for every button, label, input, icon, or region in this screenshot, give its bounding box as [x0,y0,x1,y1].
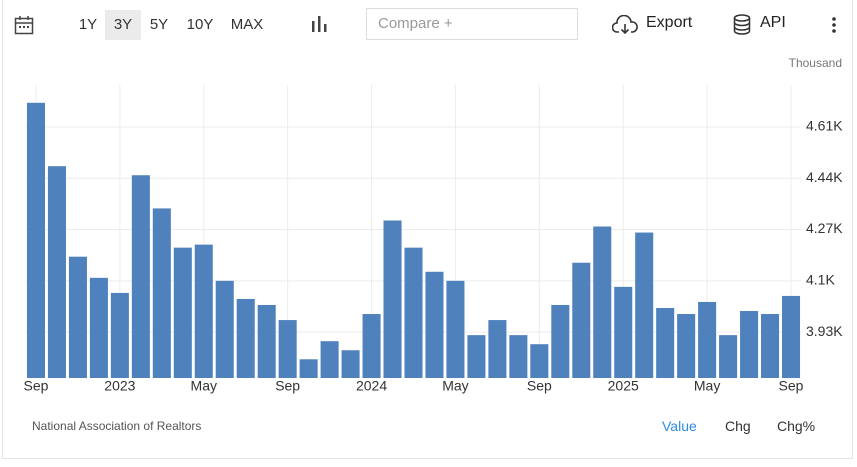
x-tick-label: Sep [275,378,300,394]
bar [656,307,675,378]
x-tick-label: May [694,378,720,394]
range-button[interactable]: 3Y [105,10,141,40]
x-tick-label: Sep [24,378,49,394]
bar [215,280,234,378]
bar [152,208,171,378]
x-tick-label: May [191,378,217,394]
x-tick-label: May [442,378,468,394]
bar [89,277,108,378]
y-tick-label: 4.44K [806,169,843,185]
tab[interactable]: Chg [725,418,751,434]
bar [173,247,192,378]
bar [341,350,360,378]
range-button[interactable]: 10Y [186,16,214,33]
y-tick-label: 4.61K [806,118,843,134]
bar [47,166,66,378]
bar [530,344,549,378]
api-button[interactable]: API [760,14,786,31]
tab[interactable]: Value [662,418,697,434]
bar [257,304,276,378]
range-button[interactable]: MAX [230,16,264,33]
panel [2,0,853,459]
x-tick-label: 2025 [608,378,639,394]
more-icon[interactable] [830,16,838,34]
bar [446,280,465,378]
api-icon[interactable] [732,14,752,36]
bar [740,311,759,378]
bar [572,262,591,378]
bar [362,314,381,378]
tab[interactable]: Chg% [777,418,816,434]
bar [236,298,255,378]
bar [68,256,87,378]
x-tick-label: Sep [527,378,552,394]
bar [320,341,339,378]
bar [278,320,297,378]
source: National Association of Realtors [32,419,202,433]
export-button[interactable]: Export [646,14,693,31]
bar [467,335,486,378]
bar [299,359,318,378]
unit-label: Thousand [789,56,842,70]
y-tick-label: 4.1K [806,272,835,288]
bar [383,220,402,378]
bar [131,175,150,378]
calendar-icon[interactable] [14,15,34,35]
bar [404,247,423,378]
bar [26,102,46,379]
x-tick-label: 2023 [104,378,135,394]
chart-type-icon[interactable] [310,15,328,33]
bar [194,244,213,378]
bar [635,232,654,378]
bar [719,335,738,378]
bar [614,286,633,378]
compare-input[interactable]: Compare + [366,8,578,40]
bar [761,314,780,378]
bar [677,314,696,378]
range-button[interactable]: 5Y [149,16,169,33]
export-icon[interactable] [612,15,638,35]
y-tick-label: 3.93K [806,323,843,339]
range-button[interactable]: 1Y [78,16,98,33]
x-tick-label: 2024 [356,378,387,394]
bar [698,301,717,378]
bar [781,295,801,378]
x-tick-label: Sep [779,378,804,394]
toolbar: 1Y 3Y 5Y 10Y MAX Compare + Export API [0,0,857,48]
y-tick-label: 4.27K [806,220,843,236]
chart: Thousand 3.93K 4.1K 4.27K 4.44K 4.61K Sep 2023… [24,56,844,394]
bar [488,320,507,378]
bar [593,226,612,378]
bar [110,292,129,378]
bar [425,271,444,378]
bar [551,304,570,378]
bar [509,335,528,378]
